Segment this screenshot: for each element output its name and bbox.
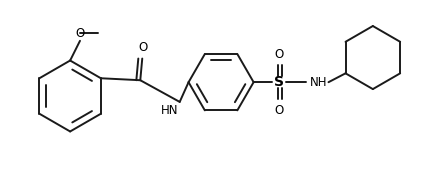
Text: NH: NH [310, 76, 327, 89]
Text: S: S [274, 75, 284, 89]
Text: O: O [275, 104, 284, 117]
Text: O: O [75, 27, 85, 40]
Text: O: O [138, 41, 148, 54]
Text: O: O [275, 48, 284, 61]
Text: HN: HN [161, 104, 179, 117]
